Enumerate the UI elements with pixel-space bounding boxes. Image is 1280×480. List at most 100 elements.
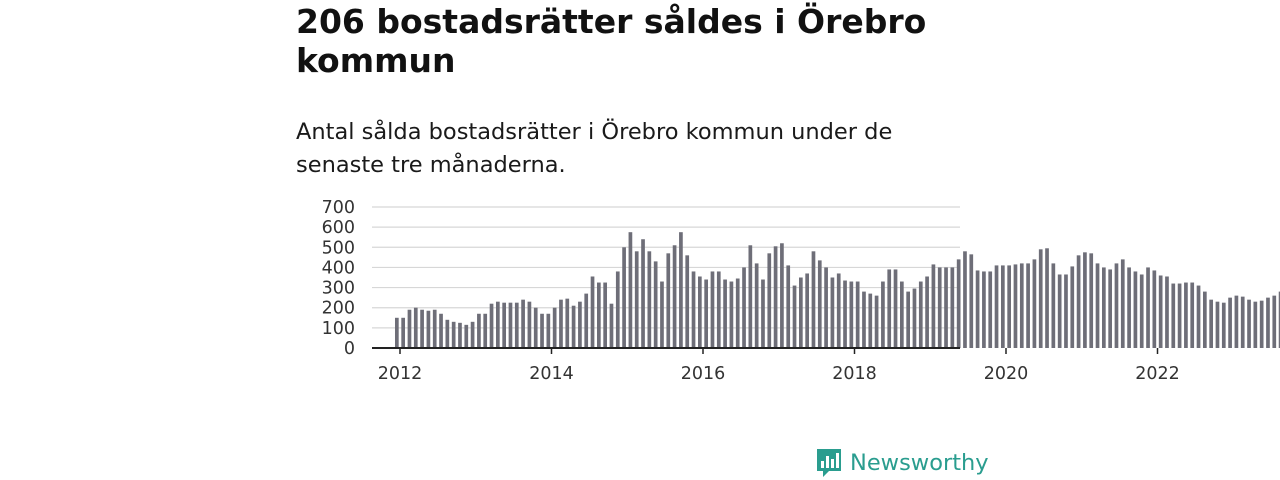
bar <box>394 317 399 348</box>
bar <box>477 313 481 348</box>
bar <box>811 251 816 348</box>
bar <box>1000 265 1005 348</box>
bar <box>925 276 929 348</box>
bar <box>963 251 967 348</box>
bar <box>950 267 955 348</box>
bar <box>735 278 740 348</box>
bar <box>615 271 620 348</box>
bar <box>1032 259 1037 348</box>
bar <box>458 322 462 348</box>
bar <box>1196 285 1201 348</box>
bar <box>1013 264 1018 348</box>
bar <box>881 281 885 348</box>
bar <box>817 260 822 348</box>
x-tick-label: 2016 <box>681 364 726 384</box>
bar <box>716 271 721 348</box>
bar <box>1007 265 1012 348</box>
bar <box>653 261 658 348</box>
bar <box>1259 300 1264 348</box>
bar <box>464 324 469 348</box>
bar <box>533 307 538 348</box>
bar <box>1240 296 1245 348</box>
bar <box>1095 263 1100 348</box>
y-tick-label: 300 <box>322 279 355 299</box>
y-tick-label: 200 <box>322 299 355 319</box>
bar <box>906 291 911 348</box>
bar <box>1190 282 1195 348</box>
bar <box>1228 297 1232 348</box>
bar <box>931 264 936 348</box>
y-tick-label: 500 <box>322 238 355 258</box>
bar <box>514 302 519 348</box>
bar <box>1108 269 1113 348</box>
bar <box>798 277 803 348</box>
bar <box>761 279 765 348</box>
bar <box>641 239 645 348</box>
bar <box>742 267 746 348</box>
bar <box>1253 301 1258 348</box>
bar <box>426 310 431 348</box>
bar <box>805 273 810 348</box>
bar <box>1165 276 1169 348</box>
bar <box>679 232 683 348</box>
bar <box>1089 253 1094 348</box>
bar <box>647 251 652 348</box>
y-tick-label: 600 <box>322 218 355 238</box>
bar <box>849 281 854 348</box>
bar <box>893 269 898 348</box>
bar-chart: 0100200300400500600700206201220142016201… <box>322 198 1280 384</box>
bar <box>552 307 557 348</box>
bar <box>1038 249 1043 348</box>
newsworthy-logo-icon <box>817 449 841 477</box>
bar <box>874 295 879 348</box>
bar <box>502 302 507 348</box>
x-tick-label: 2014 <box>529 364 574 384</box>
x-tick-label: 2012 <box>378 364 423 384</box>
bar <box>451 321 456 348</box>
y-tick-label: 100 <box>322 319 355 339</box>
bar <box>710 271 715 348</box>
bar <box>1247 299 1251 348</box>
bar <box>445 319 450 348</box>
bar <box>1057 274 1062 348</box>
bar <box>855 281 860 348</box>
bar <box>691 271 696 348</box>
bar <box>1019 263 1024 348</box>
bar <box>1101 267 1106 348</box>
bar <box>824 267 828 348</box>
bar <box>420 309 424 348</box>
bar <box>1209 299 1214 348</box>
bar <box>729 281 734 348</box>
bar <box>975 270 980 348</box>
bar <box>401 317 406 348</box>
bar <box>1026 263 1030 348</box>
bar <box>792 285 797 348</box>
bar <box>685 255 690 348</box>
bar <box>628 232 633 348</box>
bar <box>470 321 475 348</box>
y-tick-label: 400 <box>322 258 355 278</box>
bar <box>1184 282 1188 348</box>
chart-subtitle: Antal sålda bostadsrätter i Örebro kommu… <box>296 119 893 178</box>
x-tick-label: 2018 <box>832 364 877 384</box>
bar <box>546 313 551 348</box>
bar <box>666 253 671 348</box>
bar <box>527 301 532 348</box>
bar <box>843 280 847 348</box>
bar <box>1171 283 1176 348</box>
bar <box>578 301 582 348</box>
bar <box>540 313 544 348</box>
bar <box>704 279 709 348</box>
bar <box>969 254 974 348</box>
bar <box>1266 297 1270 348</box>
bar <box>994 265 999 348</box>
x-tick-label: 2020 <box>984 364 1029 384</box>
bar <box>407 309 412 348</box>
chart-title: 206 bostadsrätter såldes i Örebro kommun <box>296 2 927 80</box>
bar <box>1272 295 1277 348</box>
bar <box>432 309 437 348</box>
bar <box>723 279 727 348</box>
bar <box>1120 259 1125 348</box>
bar <box>982 271 986 348</box>
bar <box>944 267 948 348</box>
